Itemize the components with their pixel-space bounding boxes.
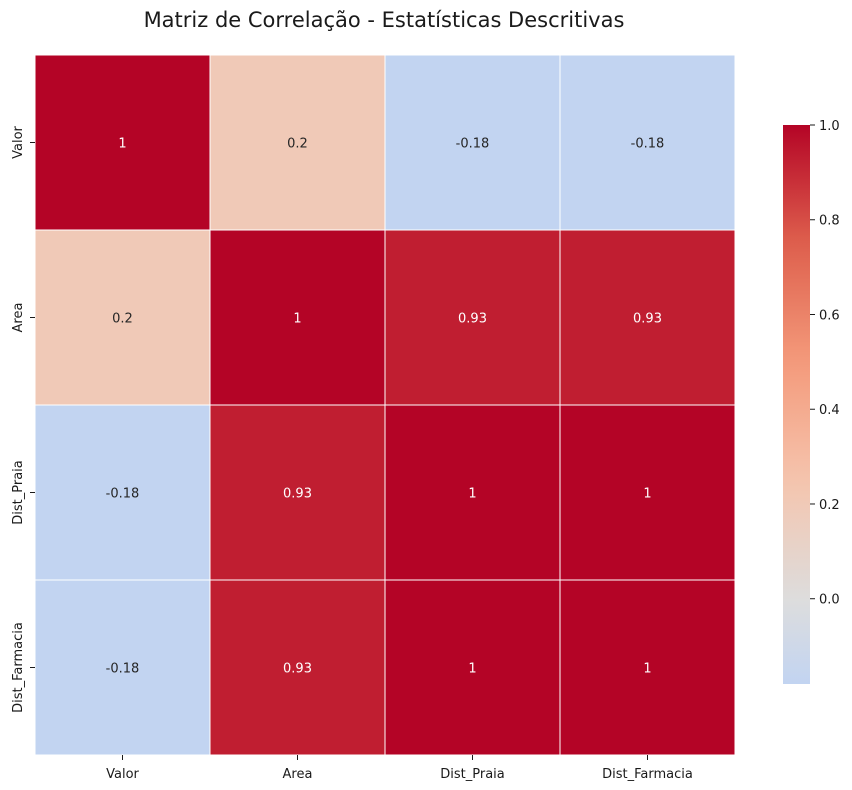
cell-value-label: 0.93 [458, 312, 487, 327]
x-tick-label: Dist_Praia [440, 767, 505, 782]
colorbar-tick-label: 0.0 [819, 593, 840, 608]
x-tick-label: Valor [106, 767, 139, 782]
cell-value-label: 1 [293, 312, 301, 327]
cell-value-label: -0.18 [106, 487, 140, 502]
cell-value-label: 0.93 [633, 312, 662, 327]
heatmap-cell [34, 54, 211, 231]
cell-value-label: 0.93 [283, 662, 312, 677]
heatmap-cell [559, 229, 736, 406]
cell-value-label: 1 [468, 662, 476, 677]
heatmap-cell [209, 229, 386, 406]
cell-value-label: 1 [643, 662, 651, 677]
heatmap-cell [209, 579, 386, 756]
heatmap-cell [34, 229, 211, 406]
cell-value-label: -0.18 [631, 137, 665, 152]
cell-value-label: 1 [468, 487, 476, 502]
heatmap-cell [559, 404, 736, 581]
y-tick-label: Dist_Farmacia [11, 622, 26, 713]
y-tick-label: Valor [11, 125, 26, 158]
y-tick-label: Area [11, 303, 26, 333]
heatmap-cell [209, 54, 386, 231]
heatmap-cell [559, 54, 736, 231]
y-axis: Valor Area Dist_Praia Dist_Farmacia [11, 125, 35, 713]
x-tick-label: Area [283, 767, 313, 782]
heatmap-cell [384, 229, 561, 406]
cell-value-label: 0.93 [283, 487, 312, 502]
heatmap-cell [34, 579, 211, 756]
cell-value-label: 1 [118, 137, 126, 152]
colorbar-gradient [783, 125, 810, 684]
heatmap-cell [209, 404, 386, 581]
colorbar: 0.0 0.2 0.4 0.6 0.8 1.0 [783, 119, 840, 684]
cell-value-label: 0.2 [287, 137, 308, 152]
heatmap-cell [384, 54, 561, 231]
heatmap-cell [559, 579, 736, 756]
cell-value-label: -0.18 [456, 137, 490, 152]
cell-value-label: 1 [643, 487, 651, 502]
colorbar-tick-label: 0.8 [819, 214, 840, 229]
colorbar-tick-label: 0.2 [819, 498, 840, 513]
x-axis: Valor Area Dist_Praia Dist_Farmacia [106, 755, 693, 782]
heatmap-cell [384, 579, 561, 756]
heatmap-cell-labels: 1 0.2 -0.18 -0.18 0.2 1 0.93 0.93 -0.18 0.93 1 1 -0.… [106, 137, 665, 677]
cell-value-label: 0.2 [112, 312, 133, 327]
colorbar-tick-label: 0.4 [819, 403, 840, 418]
cell-value-label: -0.18 [106, 662, 140, 677]
heatmap-cells [34, 54, 736, 756]
x-tick-label: Dist_Farmacia [602, 767, 693, 782]
colorbar-tick-label: 1.0 [819, 119, 840, 134]
y-tick-label: Dist_Praia [11, 460, 26, 525]
chart-title: Matriz de Correlação - Estatísticas Desc… [144, 8, 625, 32]
colorbar-tick-label: 0.6 [819, 308, 840, 323]
